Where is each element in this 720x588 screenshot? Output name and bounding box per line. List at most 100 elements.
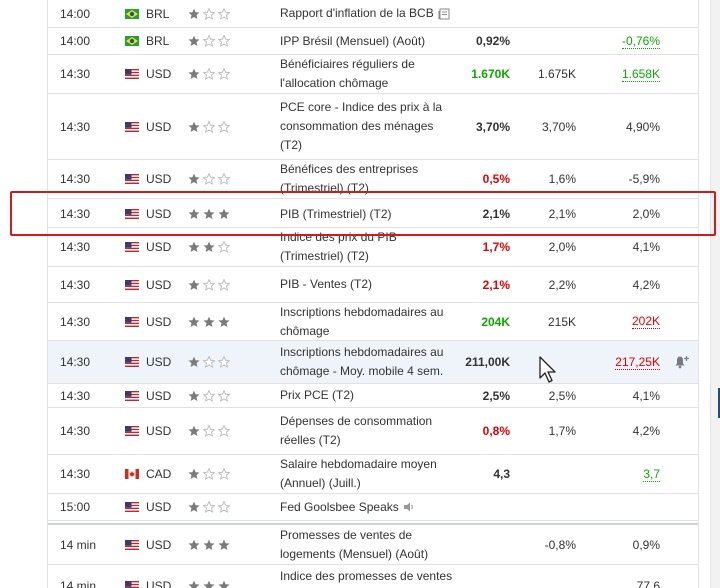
previous-value: [593, 494, 660, 520]
event-name[interactable]: PCE core - Indice des prix à la consomma…: [280, 94, 455, 159]
currency: USD: [146, 494, 186, 520]
calendar-event-row[interactable]: 14 min USD Indice des promesses de ventes …: [48, 565, 698, 588]
calendar-event-row[interactable]: 14 min USD Promesses de ventes de logement…: [48, 523, 698, 565]
star-filled-icon: [203, 539, 215, 550]
event-name[interactable]: Inscriptions hebdomadaires au chômage: [280, 303, 455, 340]
alert-button[interactable]: [672, 341, 692, 383]
importance-stars: [188, 494, 244, 520]
calendar-event-row[interactable]: 14:30 USD Indice des prix du PIB (Trimestr…: [48, 228, 698, 267]
calendar-event-row[interactable]: 14:30 USD Bénéficiaires réguliers de l'all…: [48, 55, 698, 94]
event-link[interactable]: Rapport d'inflation de la BCB: [280, 4, 450, 23]
star-empty-icon: [218, 468, 230, 480]
currency: USD: [146, 341, 186, 383]
currency-code: USD: [146, 537, 172, 552]
previous-text: 3,7: [643, 466, 660, 482]
event-name[interactable]: Salaire hebdomadaire moyen (Annuel) (Jui…: [280, 455, 455, 493]
calendar-event-row[interactable]: 14:00 BRL Rapport d'inflation de la BCB: [48, 0, 698, 28]
calendar-event-row[interactable]: 14:30 USD PIB (Trimestriel) (T2) 2,1% 2,1% 2,…: [48, 201, 698, 228]
previous-value: 4,1%: [593, 228, 660, 266]
calendar-event-row[interactable]: 14:30 USD Inscriptions hebdomadaires au ch…: [48, 303, 698, 341]
actual-text: 2,1%: [482, 277, 510, 292]
time-text: 14:30: [60, 207, 91, 221]
currency: USD: [146, 94, 186, 159]
event-title: Promesses de ventes de logements (Mensue…: [280, 527, 429, 561]
forecast-value: 2,2%: [526, 267, 576, 302]
calendar-event-row[interactable]: 14:30 CAD Salaire hebdomadaire moyen (Annu…: [48, 455, 698, 494]
event-time: 14:30: [60, 267, 110, 302]
event-title: Rapport d'inflation de la BCB: [280, 6, 434, 20]
forecast-value: [526, 0, 576, 27]
actual-value: 1.670K: [453, 55, 510, 93]
event-link[interactable]: Promesses de ventes de logements (Mensue…: [280, 526, 455, 564]
currency-code: USD: [146, 424, 172, 438]
country-flag: [125, 384, 141, 407]
event-name[interactable]: Indice des prix du PIB (Trimestriel) (T2…: [280, 228, 455, 266]
importance-stars: [188, 160, 244, 198]
event-name[interactable]: Dépenses de consommation réelles (T2): [280, 408, 455, 454]
brazil-flag-icon: [125, 36, 139, 46]
event-link[interactable]: Indice des prix du PIB (Trimestriel) (T2…: [280, 228, 455, 266]
event-time: 14:00: [60, 0, 110, 27]
report-icon[interactable]: [438, 8, 450, 20]
event-link[interactable]: IPP Brésil (Mensuel) (Août): [280, 32, 425, 51]
actual-text: 1,7%: [482, 240, 510, 254]
add-alert-bell-icon[interactable]: [674, 355, 690, 369]
event-name[interactable]: Bénéficiaires réguliers de l'allocation …: [280, 55, 455, 93]
star-filled-icon: [188, 35, 200, 46]
right-scrollbar[interactable]: [710, 0, 720, 588]
event-name[interactable]: Rapport d'inflation de la BCB: [280, 0, 455, 27]
actual-text: 2,5%: [482, 388, 510, 403]
event-name[interactable]: Promesses de ventes de logements (Mensue…: [280, 525, 455, 564]
actual-value: [453, 525, 510, 564]
event-title: PCE core - Indice des prix à la consomma…: [280, 100, 443, 152]
event-link[interactable]: Inscriptions hebdomadaires au chômage: [280, 303, 455, 341]
usa-flag-icon: [125, 426, 139, 436]
star-filled-icon: [218, 208, 230, 219]
event-name[interactable]: IPP Brésil (Mensuel) (Août): [280, 28, 455, 54]
forecast-text: 1.675K: [537, 67, 576, 81]
previous-text: 4,2%: [632, 424, 660, 438]
star-filled-icon: [218, 539, 230, 550]
scrollbar-thumb[interactable]: [718, 388, 720, 418]
star-filled-icon: [188, 121, 200, 132]
previous-text: 217,25K: [615, 354, 660, 370]
event-time: 14:30: [60, 160, 110, 198]
event-link[interactable]: PCE core - Indice des prix à la consomma…: [280, 98, 455, 155]
time-text: 14:30: [60, 67, 91, 81]
event-name[interactable]: PIB - Ventes (T2): [280, 267, 455, 302]
previous-text: 4,90%: [625, 119, 660, 134]
event-link[interactable]: PIB - Ventes (T2): [280, 275, 372, 294]
importance-stars: [188, 267, 244, 302]
forecast-value: [526, 28, 576, 54]
usa-flag-icon: [125, 390, 139, 401]
star-empty-icon: [218, 356, 230, 368]
currency: USD: [146, 384, 186, 407]
event-link[interactable]: Prix PCE (T2): [280, 386, 354, 405]
event-link[interactable]: Fed Goolsbee Speaks: [280, 498, 415, 517]
calendar-event-row[interactable]: 14:30 USD Dépenses de consommation réelles…: [48, 408, 698, 455]
actual-text: 211,00K: [465, 355, 510, 369]
star-empty-icon: [218, 425, 230, 437]
event-link[interactable]: Indice des promesses de ventes de logeme…: [280, 567, 455, 588]
forecast-value: 2,5%: [526, 384, 576, 407]
calendar-event-row[interactable]: 14:30 USD PIB - Ventes (T2) 2,1% 2,2% 4,2%: [48, 267, 698, 303]
event-name[interactable]: PIB (Trimestriel) (T2): [280, 201, 455, 227]
event-name[interactable]: Prix PCE (T2): [280, 384, 455, 407]
event-link[interactable]: Bénéficiaires réguliers de l'allocation …: [280, 55, 455, 93]
event-link[interactable]: PIB (Trimestriel) (T2): [280, 205, 392, 224]
star-filled-icon: [203, 316, 215, 327]
calendar-event-row[interactable]: 14:30 USD PCE core - Indice des prix à la …: [48, 94, 698, 160]
time-text: 14:30: [60, 388, 91, 403]
actual-value: [453, 0, 510, 27]
event-name[interactable]: Indice des promesses de ventes de logeme…: [280, 565, 455, 588]
calendar-event-row[interactable]: 14:30 USD Prix PCE (T2) 2,5% 2,5% 4,1%: [48, 384, 698, 408]
calendar-event-row[interactable]: 14:30 USD Inscriptions hebdomadaires au ch…: [48, 341, 698, 384]
calendar-event-row[interactable]: 15:00 USD Fed Goolsbee Speaks: [48, 494, 698, 521]
event-link[interactable]: Dépenses de consommation réelles (T2): [280, 412, 455, 450]
calendar-event-row[interactable]: 14:00 BRL IPP Brésil (Mensuel) (Août) 0,92%…: [48, 28, 698, 55]
event-link[interactable]: Salaire hebdomadaire moyen (Annuel) (Jui…: [280, 455, 455, 493]
event-name[interactable]: Fed Goolsbee Speaks: [280, 494, 455, 520]
speaker-icon[interactable]: [403, 501, 415, 513]
event-link[interactable]: Inscriptions hebdomadaires au chômage - …: [280, 343, 455, 381]
event-name[interactable]: Inscriptions hebdomadaires au chômage - …: [280, 341, 455, 383]
